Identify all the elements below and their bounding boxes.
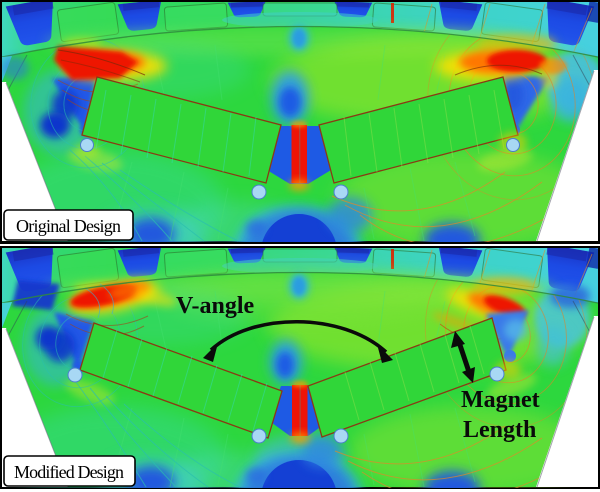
svg-text:Magnet: Magnet bbox=[461, 387, 540, 413]
svg-text:Original Design: Original Design bbox=[16, 216, 121, 236]
svg-text:V-angle: V-angle bbox=[176, 293, 255, 319]
svg-text:Length: Length bbox=[463, 417, 536, 443]
svg-text:Modified Design: Modified Design bbox=[14, 462, 124, 482]
